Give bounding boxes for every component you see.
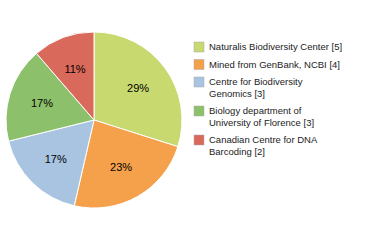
legend-item: Centre for BiodiversityGenomics [3] [194, 76, 303, 99]
data-label: 17% [45, 153, 67, 165]
legend-swatch [194, 42, 204, 52]
legend-label-line: Mined from GenBank, NCBI [4] [209, 59, 340, 70]
data-label: 11% [64, 63, 85, 75]
legend-item: Canadian Centre for DNABarcoding [2] [194, 134, 318, 157]
legend: Naturalis Biodiversity Center [5] Mined f… [194, 41, 342, 157]
data-label: 29% [127, 82, 149, 94]
legend-label: Naturalis Biodiversity Center [5] [209, 41, 342, 52]
legend-label-line: Barcoding [2] [209, 146, 265, 157]
data-labels: 29% 23% 17% 17% 11% [31, 63, 149, 174]
legend-swatch [194, 77, 204, 87]
legend-label-line: Canadian Centre for DNA [209, 134, 318, 145]
legend-item: Naturalis Biodiversity Center [5] [194, 41, 342, 52]
legend-label: Canadian Centre for DNABarcoding [2] [209, 134, 318, 157]
legend-label-line: Naturalis Biodiversity Center [5] [209, 41, 342, 52]
legend-swatch [194, 106, 204, 116]
legend-label: Biology department ofUniversity of Flore… [209, 105, 314, 128]
legend-label-line: University of Florence [3] [209, 117, 314, 128]
legend-label: Mined from GenBank, NCBI [4] [209, 59, 340, 70]
data-label: 23% [110, 161, 132, 173]
legend-swatch [194, 60, 204, 70]
legend-swatch [194, 135, 204, 145]
legend-label-line: Biology department of [209, 105, 302, 116]
data-label: 17% [31, 97, 53, 109]
legend-item: Mined from GenBank, NCBI [4] [194, 59, 340, 70]
legend-label-line: Genomics [3] [209, 88, 265, 99]
chart-root: 29% 23% 17% 17% 11% Naturalis Biodiversity Ce… [0, 0, 380, 240]
pie [6, 32, 182, 208]
legend-label-line: Centre for Biodiversity [209, 76, 303, 87]
legend-item: Biology department ofUniversity of Flore… [194, 105, 314, 128]
legend-label: Centre for BiodiversityGenomics [3] [209, 76, 303, 99]
